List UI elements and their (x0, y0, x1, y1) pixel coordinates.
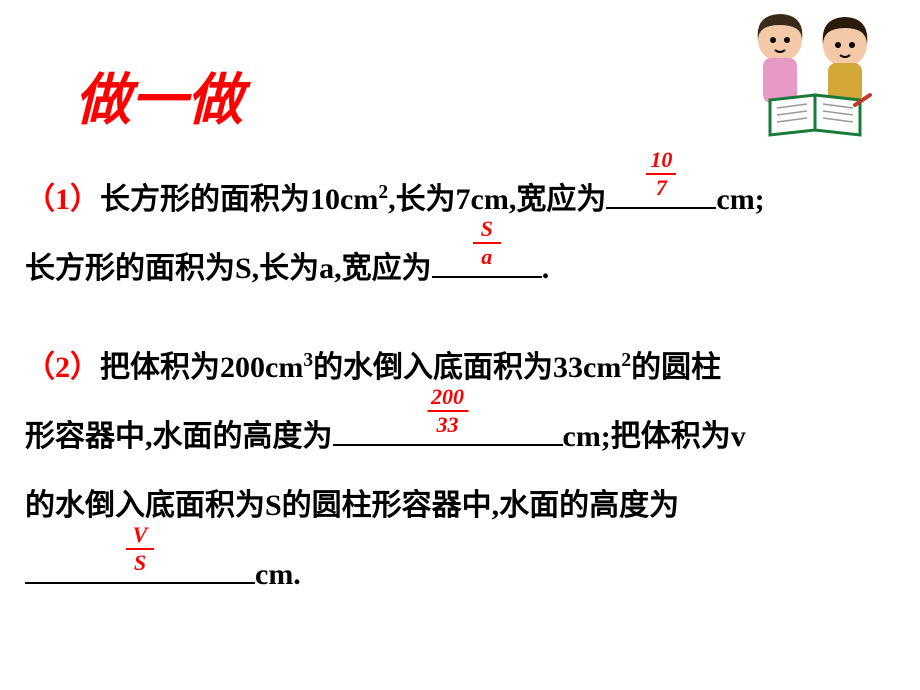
q2-text-7: cm. (255, 558, 301, 591)
q1-sup-1: 2 (378, 182, 388, 203)
q2-sup-2: 2 (621, 350, 631, 371)
question-1: （1）长方形的面积为10cm2,长为7cm,宽应为107cm; 长方形的面积为S… (25, 165, 895, 303)
q1-text-2: ,长为7cm,宽应为 (388, 183, 606, 216)
q2-blank-1: 20033 (333, 416, 563, 446)
q1-text-3: cm; (716, 183, 764, 216)
q2-text-6: 的水倒入底面积为S的圆柱形容器中,水面的高度为 (25, 489, 679, 522)
q1-text-4: 长方形的面积为S,长为a,宽应为 (25, 252, 432, 285)
content-area: （1）长方形的面积为10cm2,长为7cm,宽应为107cm; 长方形的面积为S… (25, 165, 895, 619)
q2-text-4: 形容器中,水面的高度为 (25, 420, 333, 453)
question-2: （2）把体积为200cm3的水倒入底面积为33cm2的圆柱 形容器中,水面的高度… (25, 333, 895, 609)
q1-number: （1） (25, 183, 100, 216)
q2-text-5: cm;把体积为v (563, 420, 746, 453)
q2-blank-2: VS (25, 554, 255, 584)
q2-text-2: 的水倒入底面积为33cm (313, 351, 621, 384)
q2-answer-2: VS (126, 524, 154, 574)
children-studying-illustration (735, 0, 895, 140)
q2-text-3: 的圆柱 (631, 351, 721, 384)
q1-text-1: 长方形的面积为10cm (100, 183, 378, 216)
q1-blank-1: 107 (606, 179, 716, 209)
q2-number: （2） (25, 351, 100, 384)
q1-answer-1: 107 (646, 149, 676, 199)
q2-answer-1: 20033 (427, 386, 468, 436)
page-title: 做一做 (75, 55, 243, 136)
q2-text-1: 把体积为200cm (100, 351, 303, 384)
q1-blank-2: Sa (432, 248, 542, 278)
q1-text-5: . (542, 252, 550, 285)
q2-sup-1: 3 (303, 350, 313, 371)
q1-answer-2: Sa (473, 218, 501, 268)
